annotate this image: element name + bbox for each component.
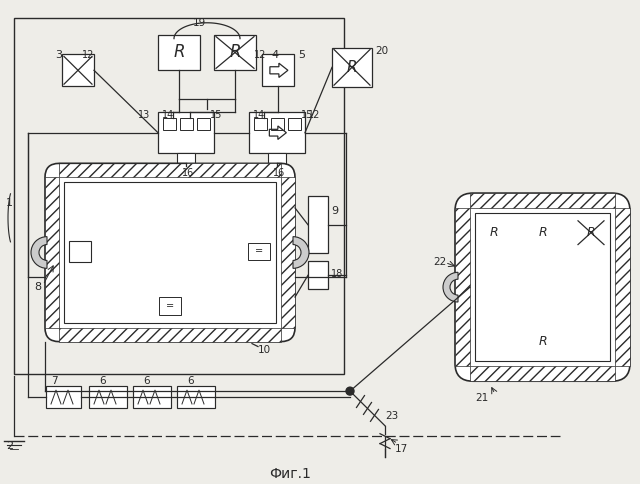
Text: 6: 6 (99, 376, 106, 386)
Text: 10: 10 (258, 345, 271, 355)
Text: =: = (166, 301, 174, 311)
Bar (64, 182, 276, 323)
Bar (59, 164, 281, 177)
FancyBboxPatch shape (455, 193, 630, 381)
Bar (159, 297, 181, 315)
Bar (163, 118, 176, 130)
Bar (308, 196, 328, 254)
Text: 14: 14 (253, 110, 265, 120)
Text: 12: 12 (254, 49, 266, 60)
Bar (59, 328, 281, 342)
Bar (527, 328, 557, 355)
Bar (158, 112, 214, 153)
FancyBboxPatch shape (45, 164, 295, 342)
Text: R: R (229, 44, 241, 61)
Text: 15: 15 (301, 110, 314, 120)
Bar (214, 35, 256, 70)
Bar (527, 219, 557, 246)
Text: 2: 2 (6, 440, 13, 451)
Bar (177, 153, 195, 166)
Bar (197, 118, 210, 130)
Bar (248, 242, 270, 260)
Text: R: R (587, 226, 595, 239)
Text: =: = (255, 246, 263, 257)
Bar (332, 47, 372, 87)
Text: R: R (538, 335, 547, 348)
Bar (45, 177, 59, 328)
Text: 6: 6 (187, 376, 194, 386)
Bar (177, 386, 215, 408)
Bar (470, 193, 615, 208)
Text: R: R (538, 226, 547, 239)
Text: R: R (490, 226, 499, 239)
Bar (576, 219, 606, 246)
Bar (281, 177, 295, 328)
Text: 8: 8 (34, 282, 41, 292)
Text: 7: 7 (51, 376, 58, 386)
Text: 23: 23 (385, 411, 398, 421)
Text: 9: 9 (331, 206, 338, 216)
Text: 4: 4 (271, 49, 278, 60)
Bar (46, 386, 81, 408)
Bar (475, 213, 610, 362)
Bar (455, 208, 470, 366)
Text: 12: 12 (82, 49, 94, 60)
Text: 5: 5 (298, 49, 305, 60)
Bar (62, 55, 94, 86)
Wedge shape (443, 272, 458, 302)
Bar (254, 118, 267, 130)
Bar (158, 35, 200, 70)
Circle shape (346, 387, 354, 395)
Bar (89, 386, 127, 408)
Text: 16: 16 (182, 168, 195, 178)
Text: R: R (173, 44, 185, 61)
Bar (69, 241, 91, 262)
Text: 17: 17 (395, 444, 408, 454)
Text: 18: 18 (331, 269, 343, 279)
Bar (262, 55, 294, 86)
Text: 12: 12 (308, 110, 321, 120)
Text: Фиг.1: Фиг.1 (269, 468, 311, 482)
Text: R: R (347, 60, 357, 75)
Text: 22: 22 (433, 257, 446, 268)
Bar (615, 208, 630, 366)
Text: 14: 14 (162, 110, 174, 120)
Bar (308, 261, 328, 289)
Text: 6: 6 (143, 376, 150, 386)
Wedge shape (31, 237, 47, 268)
Text: 1: 1 (6, 198, 13, 208)
Bar (271, 118, 284, 130)
Bar (249, 112, 305, 153)
Text: 16: 16 (273, 168, 285, 178)
Text: 15: 15 (210, 110, 222, 120)
Bar (14, 18, 344, 374)
Text: 20: 20 (375, 45, 388, 56)
Text: 3: 3 (55, 49, 62, 60)
Bar (133, 386, 171, 408)
Text: 19: 19 (193, 18, 205, 28)
Text: 21: 21 (475, 393, 488, 403)
Bar (268, 153, 286, 166)
Bar (288, 118, 301, 130)
Wedge shape (293, 237, 309, 268)
Bar (180, 118, 193, 130)
Bar (470, 366, 615, 381)
Text: 13: 13 (138, 110, 150, 120)
Bar (479, 219, 509, 246)
